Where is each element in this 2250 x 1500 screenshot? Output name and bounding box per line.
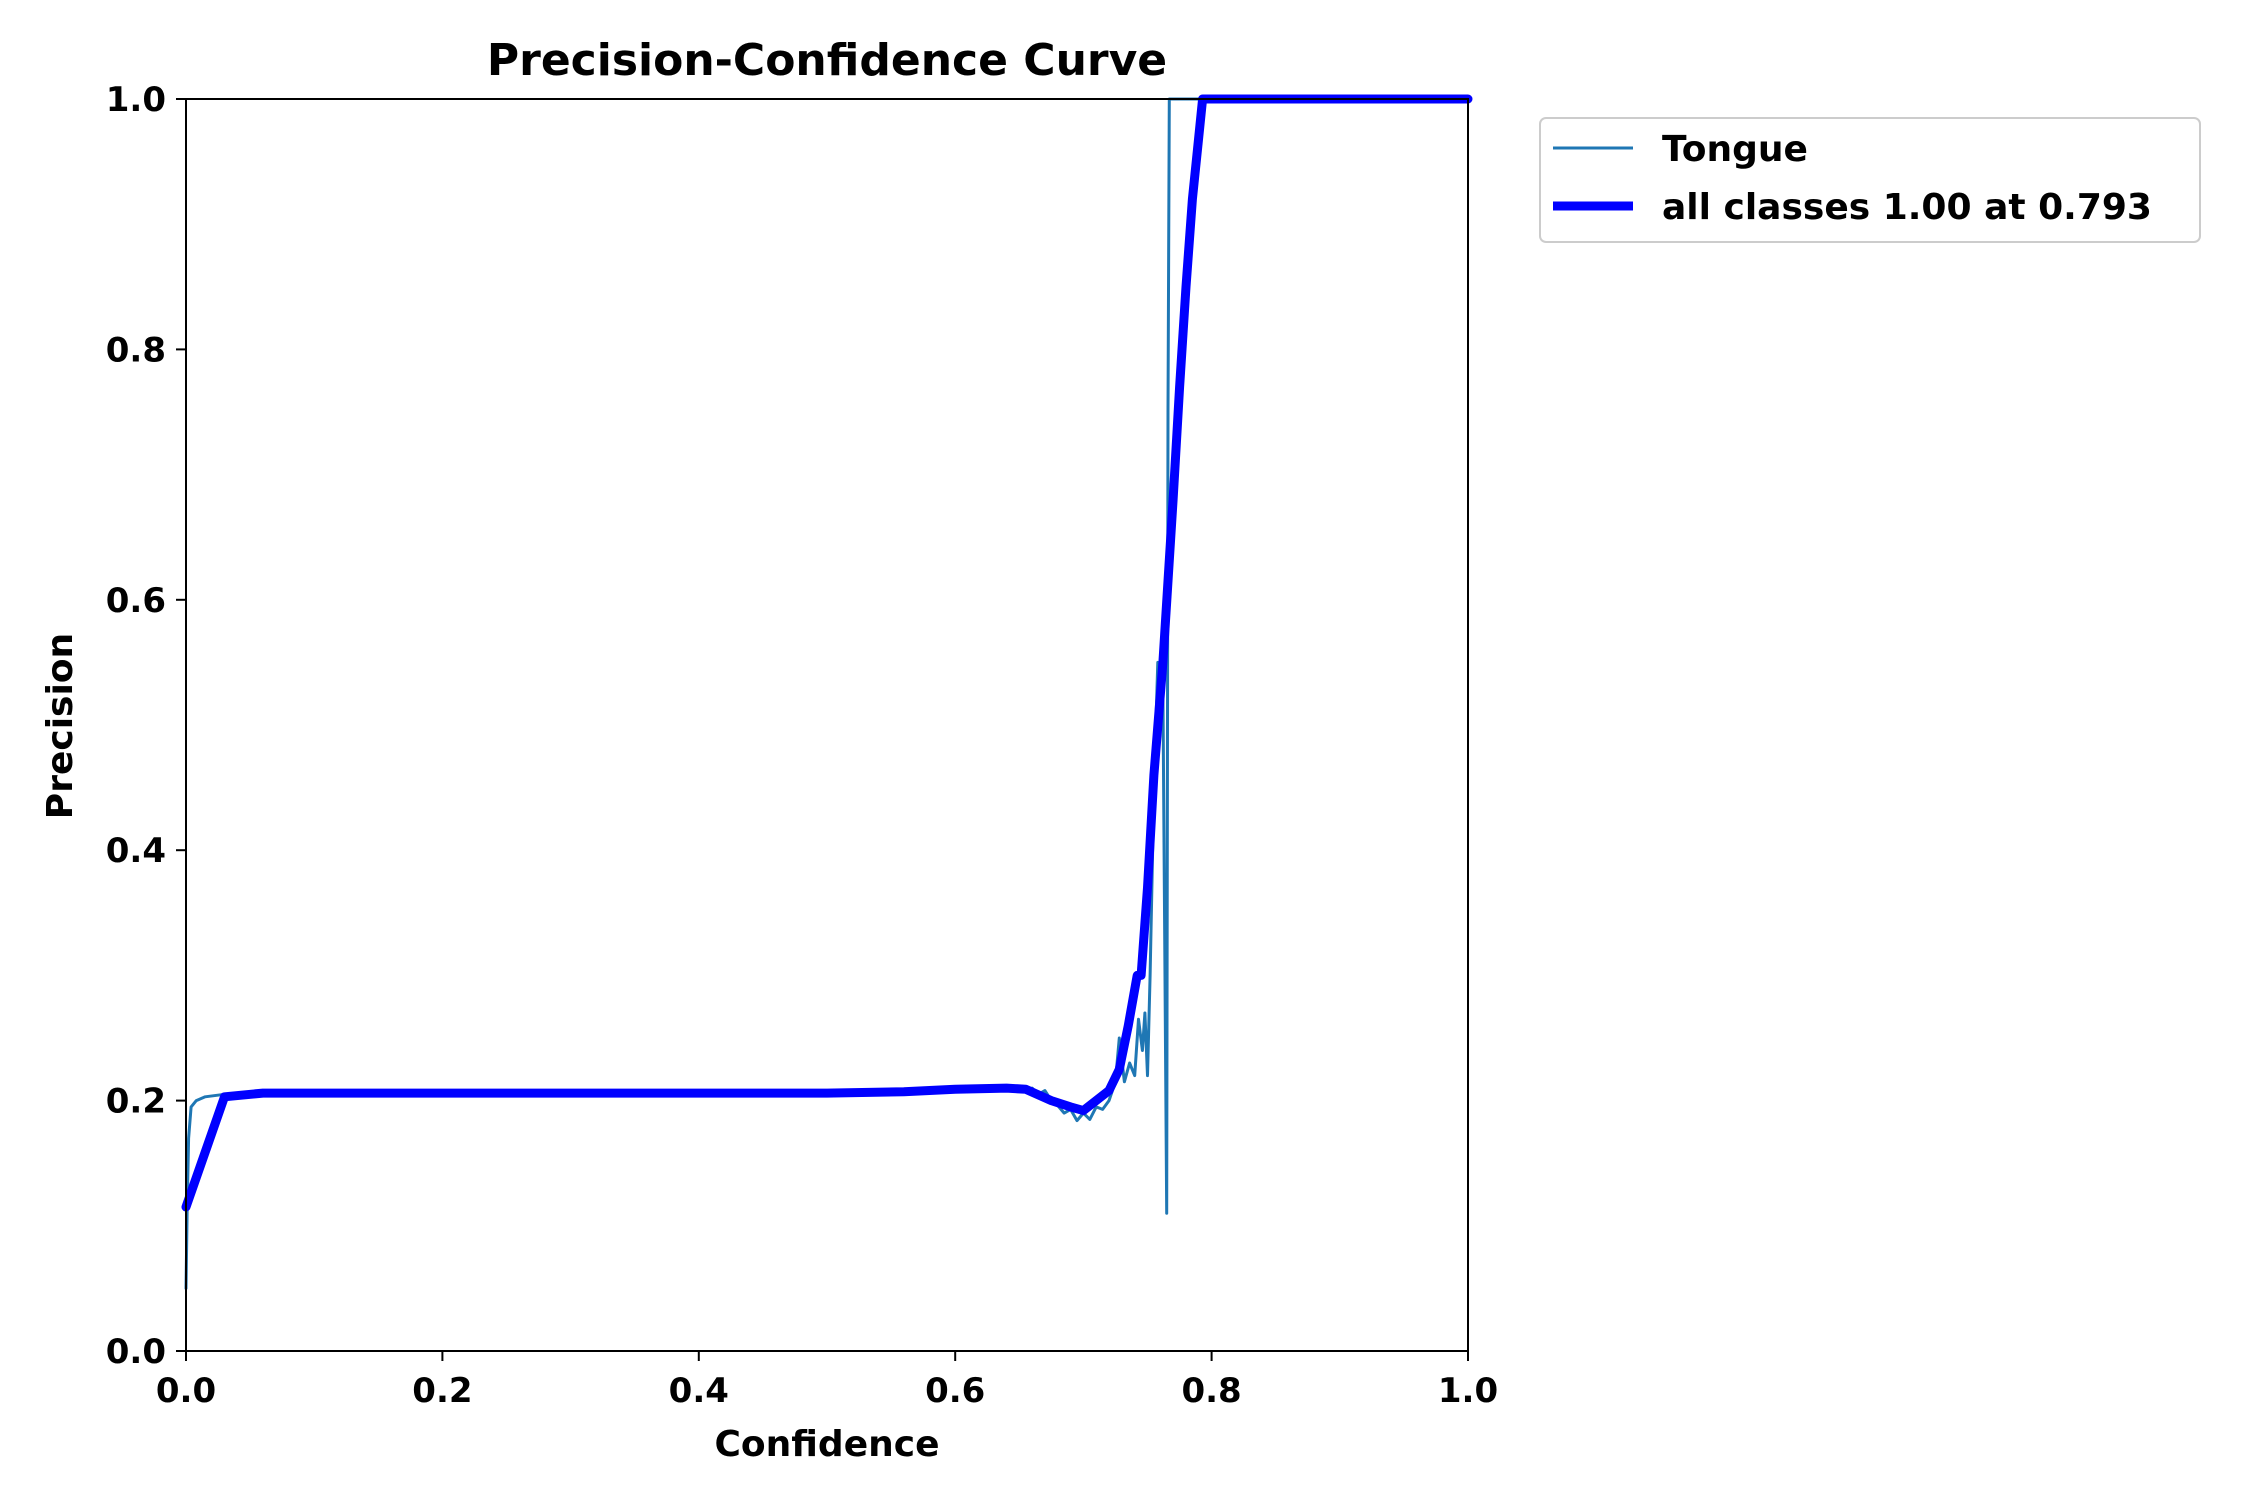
legend-label-all-classes: all classes 1.00 at 0.793 [1662,187,2152,228]
y-tick-label: 0.4 [106,831,166,871]
plot-area [181,94,1473,1352]
y-tick-label: 1.0 [106,80,166,120]
y-tick-label: 0.8 [106,330,166,370]
series-layer [181,94,1473,1290]
x-axis-label: Confidence [714,1424,939,1465]
x-tick-label: 0.6 [925,1371,985,1411]
y-tick-label: 0.6 [106,581,166,621]
y-tick-label: 0.0 [106,1332,166,1372]
y-axis-ticks: 0.0 0.2 0.4 0.6 0.8 1.0 [106,80,186,1372]
chart-title: Precision-Confidence Curve [487,35,1167,86]
plot-frame [185,98,1469,1352]
x-axis-ticks: 0.0 0.2 0.4 0.6 0.8 1.0 [156,1351,1498,1411]
legend-box [1539,117,2201,243]
legend-label-tongue: Tongue [1662,129,1808,170]
legend: Tongue all classes 1.00 at 0.793 [1539,117,2201,243]
x-tick-label: 0.4 [669,1371,729,1411]
x-tick-label: 0.2 [412,1371,472,1411]
y-tick-label: 0.2 [106,1082,166,1122]
x-tick-label: 0.0 [156,1371,216,1411]
x-tick-label: 1.0 [1438,1371,1498,1411]
y-axis-label: Precision [40,633,81,819]
series-line-all-classes [181,94,1473,1212]
x-tick-label: 0.8 [1181,1371,1241,1411]
